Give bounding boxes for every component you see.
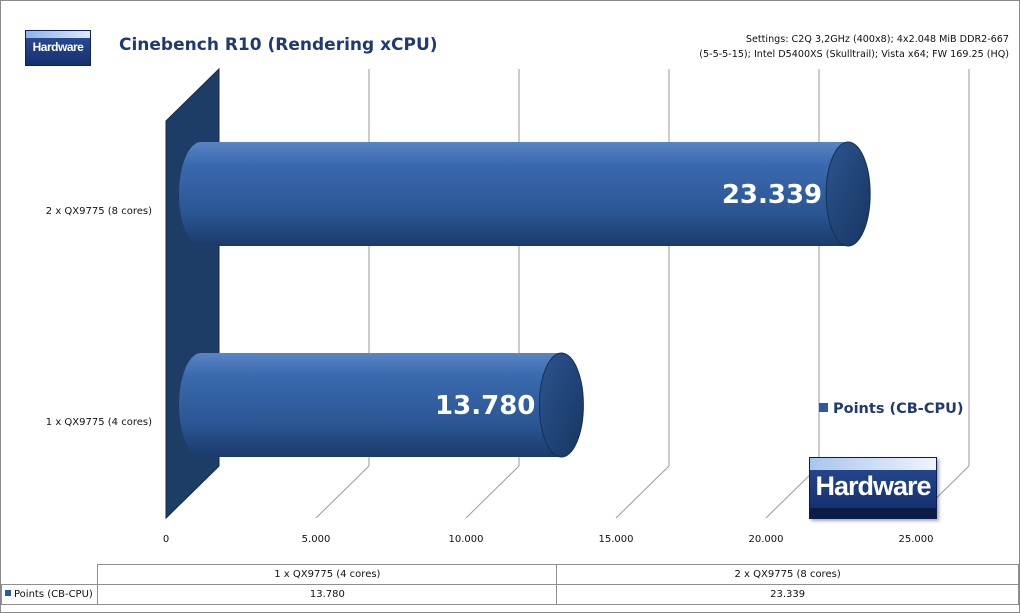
watermark-bar: [810, 508, 936, 518]
chart-title: Cinebench R10 (Rendering xCPU): [119, 35, 438, 55]
bar-end-cap: [538, 352, 584, 458]
settings-line-1: Settings: C2Q 3,2GHz (400x8); 4x2.048 Mi…: [745, 34, 1009, 45]
bar: [179, 352, 584, 458]
table-col-header: 1 x QX9775 (4 cores): [97, 564, 558, 585]
gridline: [465, 465, 520, 519]
logo-text: Hardware: [32, 40, 84, 54]
pcgh-logo-small: Hardware: [25, 30, 91, 66]
x-tick-label: 0: [163, 534, 169, 545]
watermark-stripe: [810, 458, 936, 470]
legend-label: Points (CB-CPU): [833, 401, 964, 417]
x-tick-label: 25.000: [899, 534, 934, 545]
table-swatch: [5, 590, 11, 596]
data-label: 13.780: [435, 391, 535, 421]
bar-body: [179, 353, 584, 457]
x-tick-label: 10.000: [449, 534, 484, 545]
table-row-label-text: Points (CB-CPU): [14, 589, 93, 600]
data-label: 23.339: [722, 180, 822, 210]
bar: [179, 141, 871, 247]
table-cell: 13.780: [97, 584, 558, 605]
x-tick-label: 15.000: [599, 534, 634, 545]
bars-layer: [179, 141, 871, 458]
bar-end-cap: [825, 141, 871, 247]
x-tick-label: 5.000: [302, 534, 331, 545]
table-col-header: 2 x QX9775 (8 cores): [556, 564, 1019, 585]
settings-note: Settings: C2Q 3,2GHz (400x8); 4x2.048 Mi…: [649, 32, 1009, 62]
table-cell: 23.339: [556, 584, 1019, 605]
x-tick-label: 20.000: [749, 534, 784, 545]
gridline: [615, 465, 670, 519]
table-row: Points (CB-CPU) 13.780 23.339: [1, 584, 1019, 605]
settings-line-2: (5-5-5-15); Intel D5400XS (Skulltrail); …: [699, 49, 1009, 60]
legend: Points (CB-CPU): [819, 401, 964, 417]
table-row-label: Points (CB-CPU): [1, 584, 99, 605]
category-label: 2 x QX9775 (8 cores): [46, 206, 152, 217]
gridline: [315, 465, 370, 519]
bar-chart: 0 5.000 10.000 15.000 20.000 25.000 13.780 1 x …: [46, 67, 970, 545]
data-table: 1 x QX9775 (4 cores) 2 x QX9775 (8 cores…: [1, 564, 1019, 605]
pcgh-watermark-logo: Hardware: [809, 457, 937, 519]
labels-layer: 0 5.000 10.000 15.000 20.000 25.000 13.780 1 x …: [46, 180, 934, 545]
bar-body: [179, 142, 871, 246]
logo-stripe: [26, 31, 90, 38]
watermark-text: Hardware: [815, 471, 931, 501]
table-corner: [1, 564, 99, 585]
category-label: 1 x QX9775 (4 cores): [46, 417, 152, 428]
table-header-row: 1 x QX9775 (4 cores) 2 x QX9775 (8 cores…: [1, 564, 1019, 585]
legend-swatch: [819, 403, 828, 412]
